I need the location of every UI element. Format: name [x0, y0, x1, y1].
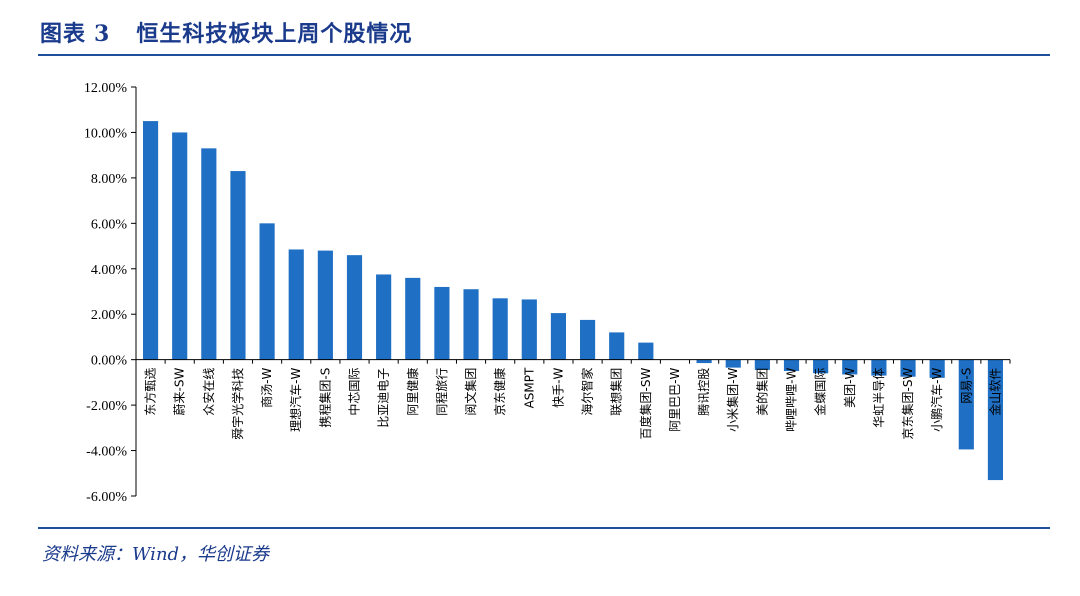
bar — [317, 250, 333, 360]
category-label: 中芯国际 — [347, 368, 362, 416]
bar — [288, 249, 304, 360]
category-label: 金山软件 — [987, 368, 1002, 416]
y-tick-label: -6.00% — [86, 490, 127, 505]
category-label: 百度集团-SW — [638, 368, 653, 440]
category-label: 众安在线 — [201, 368, 216, 416]
y-tick-label: -2.00% — [86, 399, 127, 414]
category-label: 理想汽车-W — [288, 368, 303, 432]
bar — [783, 359, 800, 372]
category-label: 阅文集团 — [463, 368, 478, 416]
bottom-rule — [38, 527, 1050, 529]
bar — [900, 359, 916, 377]
y-tick-label: 0.00% — [91, 354, 128, 369]
category-label: 联想集团 — [609, 368, 624, 416]
category-label: 商汤-W — [259, 368, 274, 408]
category-label: 东方甄选 — [143, 368, 158, 416]
category-label: 美团-W — [843, 368, 857, 408]
bar — [376, 274, 392, 360]
bar — [813, 359, 829, 374]
figure-label: 图表 — [40, 21, 87, 47]
bar — [638, 342, 654, 360]
bar — [230, 171, 246, 360]
category-label: 京东健康 — [492, 368, 507, 416]
y-tick-label: -4.00% — [86, 445, 127, 460]
category-label: 华虹半导体 — [872, 368, 886, 428]
category-label: ASMPT — [522, 367, 536, 408]
bar — [463, 289, 479, 360]
category-label: 网易-S — [959, 368, 973, 404]
figure-title-text: 恒生科技板块上周个股情况 — [136, 21, 413, 47]
bar — [579, 319, 596, 360]
bar — [346, 255, 363, 360]
category-label: 蔚来-SW — [173, 368, 187, 416]
bar — [492, 298, 508, 360]
category-label: 小鹏汽车-W — [929, 368, 944, 432]
bars — [142, 121, 1004, 481]
top-rule — [38, 54, 1050, 56]
bar — [201, 148, 217, 360]
category-label: 腾讯控股 — [696, 368, 711, 416]
bar — [434, 286, 450, 360]
figure-title: 图表 3 恒生科技板块上周个股情况 — [40, 16, 412, 48]
y-tick-label: 8.00% — [91, 172, 128, 187]
bar — [172, 132, 188, 360]
category-label: 小米集团-W — [725, 368, 740, 432]
bar — [550, 313, 567, 360]
bar — [929, 359, 945, 378]
category-label: 京东集团-SW — [900, 368, 915, 440]
category-label: 携程集团-S — [317, 368, 332, 428]
bar — [725, 359, 741, 368]
category-labels: 东方甄选 蔚来-SW 众安在线 舜宇光学科技 商汤-W 理想汽车-W 携程集团-S 中芯国际比… — [143, 367, 1003, 440]
bar — [842, 359, 858, 375]
category-label: 同程旅行 — [434, 368, 449, 416]
bar — [871, 359, 887, 376]
category-label: 哔哩哔哩-W — [785, 368, 799, 432]
bar — [754, 359, 770, 370]
source-note: 资料来源：Wind，华创证券 — [42, 544, 270, 565]
category-label: 舜宇光学科技 — [230, 368, 245, 440]
bar — [142, 121, 159, 360]
y-tick-label: 6.00% — [91, 217, 128, 232]
y-axis: -6.00% -4.00% -2.00% 0.00% 2.00% 4.00% 6.00% 8.… — [84, 81, 137, 505]
bar — [987, 359, 1004, 481]
bar — [259, 223, 275, 360]
bar — [696, 359, 712, 364]
bar — [958, 359, 974, 450]
y-tick-label: 12.00% — [84, 81, 128, 96]
category-label: 比亚迪电子 — [377, 368, 391, 428]
y-tick-label: 4.00% — [91, 263, 128, 278]
bar-chart: -6.00% -4.00% -2.00% 0.00% 2.00% 4.00% 6.00% 8.… — [84, 81, 1011, 505]
category-label: 阿里健康 — [405, 368, 420, 416]
category-label: 快手-W — [551, 368, 565, 408]
category-label: 金蝶国际 — [813, 368, 828, 416]
bar — [521, 299, 537, 360]
category-label: 海尔智家 — [580, 368, 595, 416]
category-label: 阿里巴巴-W — [668, 368, 682, 432]
y-tick-label: 2.00% — [91, 308, 128, 323]
y-tick-label: 10.00% — [84, 126, 128, 141]
category-label: 美的集团 — [754, 368, 769, 416]
bar — [405, 277, 421, 360]
bar — [609, 332, 625, 360]
x-axis — [135, 359, 1011, 364]
figure-number: 3 — [94, 21, 111, 47]
